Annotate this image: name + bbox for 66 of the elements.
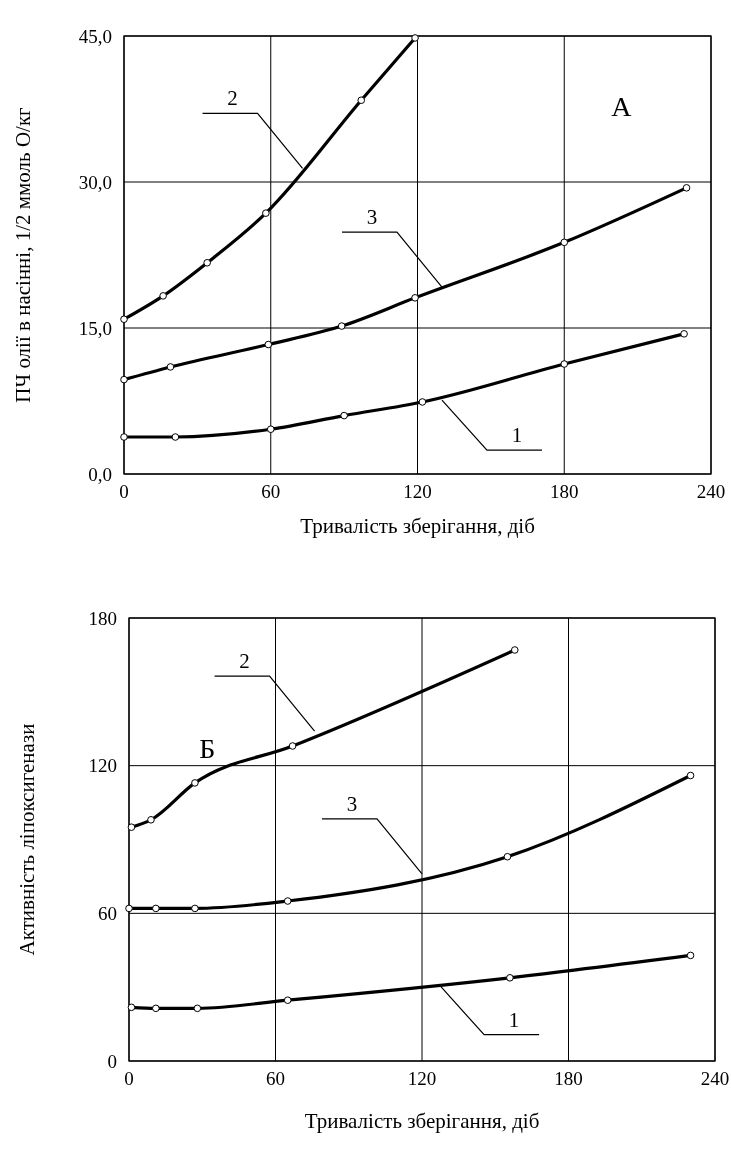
point [686, 951, 695, 960]
point [171, 433, 180, 441]
y-tick-label: 120 [88, 755, 117, 777]
point [203, 258, 211, 267]
y-tick-label: 15,0 [78, 317, 112, 339]
point [510, 646, 519, 654]
annotation: 3 [366, 205, 378, 230]
annotation: 1 [511, 423, 523, 448]
x-tick-label: 120 [403, 481, 432, 502]
y-tick-label: 30,0 [78, 171, 112, 193]
point [193, 1004, 202, 1013]
point [283, 996, 292, 1005]
annotation: А [611, 91, 633, 122]
annotation: 2 [239, 649, 250, 674]
point [680, 330, 688, 338]
point [411, 34, 419, 42]
x-axis-title: Тривалість зберігання, діб [300, 514, 535, 538]
x-tick-label: 0 [124, 1068, 134, 1089]
point [166, 363, 175, 371]
point [127, 823, 136, 831]
point [357, 96, 366, 105]
x-tick-label: 60 [261, 481, 281, 502]
y-axis-title: ПЧ олії в насінні, 1/2 ммоль О/кг [11, 106, 35, 403]
point [686, 771, 695, 780]
point [262, 209, 270, 217]
point [337, 322, 346, 330]
point [120, 375, 128, 384]
point [147, 816, 155, 824]
point [120, 433, 128, 441]
point [152, 904, 160, 913]
annotation: Б [199, 733, 216, 764]
point [152, 1004, 160, 1013]
y-tick-label: 180 [88, 607, 117, 629]
point [191, 779, 199, 787]
annotation: 3 [346, 791, 358, 816]
point [266, 425, 275, 434]
annotation: 2 [227, 86, 238, 111]
point [125, 904, 133, 913]
point [682, 184, 691, 192]
annotation: 1 [508, 1007, 520, 1032]
y-axis-title: Активність ліпоксигенази [15, 723, 39, 956]
point [283, 897, 292, 905]
x-tick-label: 180 [554, 1068, 583, 1089]
point [411, 294, 419, 302]
x-tick-label: 120 [407, 1068, 437, 1089]
y-tick-label: 0,0 [88, 463, 112, 485]
x-tick-label: 240 [700, 1068, 730, 1089]
point [120, 315, 128, 324]
point [418, 398, 427, 406]
point [560, 360, 569, 368]
point [506, 974, 514, 982]
point [503, 852, 512, 861]
point [127, 1003, 136, 1012]
point [560, 238, 569, 247]
point [191, 904, 199, 913]
y-tick-label: 0 [107, 1050, 117, 1072]
point [288, 742, 297, 750]
x-tick-label: 180 [550, 481, 579, 502]
point [159, 292, 167, 300]
point [340, 411, 348, 420]
x-axis-title: Тривалість зберігання, діб [304, 1109, 540, 1133]
x-tick-label: 240 [696, 481, 726, 502]
y-tick-label: 45,0 [78, 25, 112, 47]
x-tick-label: 60 [266, 1068, 285, 1089]
y-tick-label: 60 [98, 902, 117, 924]
point [264, 340, 273, 349]
